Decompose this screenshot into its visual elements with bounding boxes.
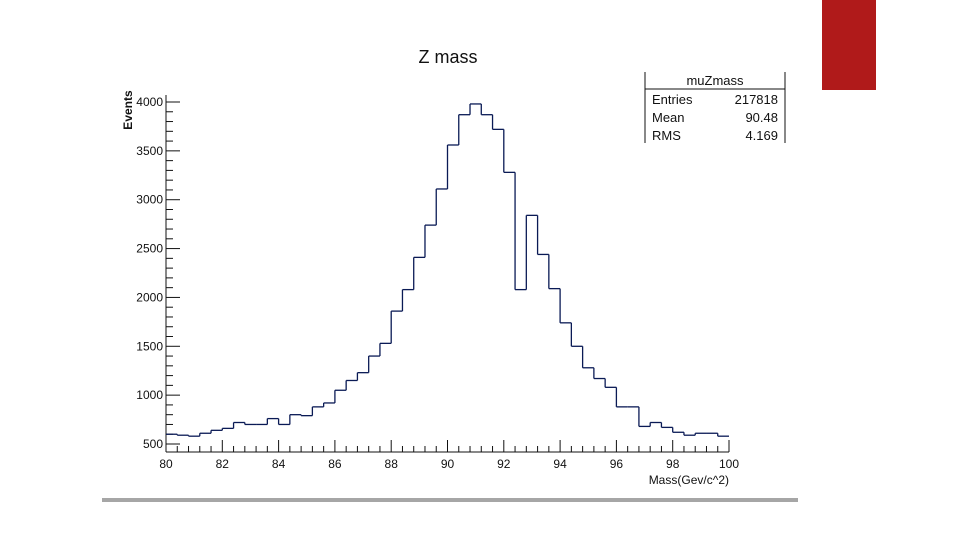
stats-value-entries: 217818 [735,92,778,107]
stats-label-mean: Mean [652,110,685,125]
y-tick-label: 2000 [136,290,163,304]
y-tick-label: 3000 [136,193,163,207]
x-tick-label: 90 [441,457,455,471]
ticks: 80 82 84 86 88 90 92 94 96 98 100 500 1000 1500 2000 25… [136,95,739,471]
x-tick-label: 86 [328,457,342,471]
stats-label-rms: RMS [652,128,681,143]
x-tick-label: 100 [719,457,739,471]
x-axis-label: Mass(Gev/c^2) [649,473,729,487]
stats-box-name: muZmass [686,73,744,88]
stats-box: muZmass Entries 217818 Mean 90.48 RMS 4.… [644,72,786,143]
x-tick-label: 84 [272,457,286,471]
y-tick-label: 1500 [136,339,163,353]
y-tick-label: 4000 [136,95,163,109]
x-tick-label: 98 [666,457,680,471]
x-tick-label: 80 [159,457,173,471]
x-tick-label: 92 [497,457,511,471]
x-tick-label: 82 [216,457,230,471]
x-tick-label: 94 [553,457,567,471]
y-tick-label: 3500 [136,144,163,158]
y-tick-label: 1000 [136,388,163,402]
stats-value-rms: 4.169 [745,128,778,143]
histogram-bins [166,103,729,437]
y-tick-label: 500 [143,437,163,451]
footer-rule [102,498,798,502]
accent-block [822,0,876,90]
y-tick-label: 2500 [136,242,163,256]
stats-label-entries: Entries [652,92,693,107]
chart-title: Z mass [418,47,477,67]
x-tick-label: 88 [385,457,399,471]
stats-value-mean: 90.48 [745,110,778,125]
x-tick-label: 96 [610,457,624,471]
y-axis-label: Events [121,90,135,130]
